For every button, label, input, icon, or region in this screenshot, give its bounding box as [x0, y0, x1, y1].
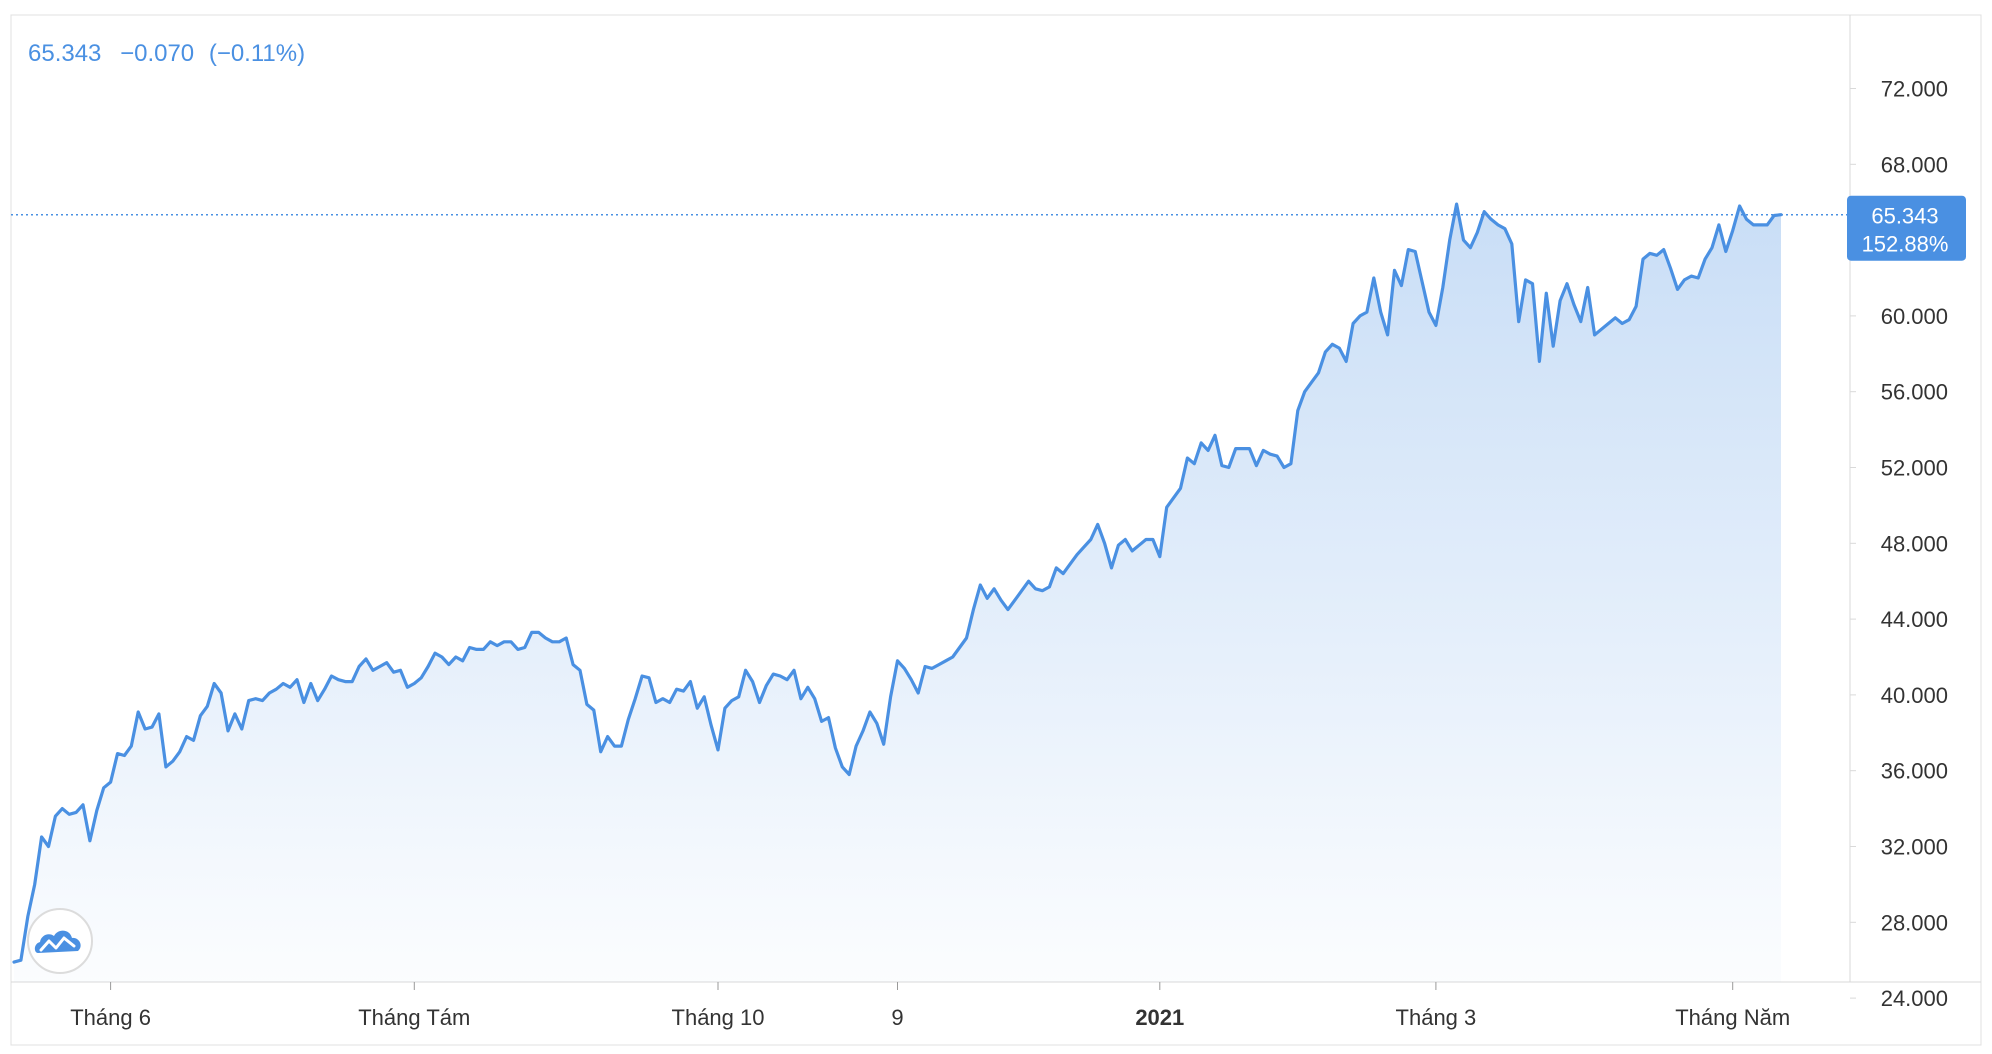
y-tick-label: 56.000 — [1881, 380, 1948, 405]
y-tick-label: 36.000 — [1881, 759, 1948, 784]
y-tick-label: 32.000 — [1881, 835, 1948, 860]
time-axis[interactable]: Tháng 6 Tháng Tám Tháng 10 9 2021 Tháng 3 Thán… — [70, 982, 1790, 1030]
x-tick-label: Tháng 10 — [672, 1005, 765, 1030]
price-area — [14, 204, 1781, 983]
y-tick-label: 40.000 — [1881, 683, 1948, 708]
legend-quote: 65.343 −0.070 (−0.11%) — [28, 40, 305, 67]
y-tick-label: 48.000 — [1881, 531, 1948, 556]
cloud-chart-logo-icon[interactable] — [27, 908, 93, 974]
x-tick-label: 2021 — [1135, 1005, 1184, 1030]
last-price-tag: 65.343 152.88% — [1847, 195, 1966, 261]
y-tick-label: 28.000 — [1881, 910, 1948, 935]
last-price-tag-value: 65.343 — [1871, 204, 1938, 229]
x-tick-label: Tháng Năm — [1675, 1005, 1790, 1030]
price-axis: 24.000 28.000 32.000 36.000 40.000 44.000 48.0… — [1850, 77, 1948, 1011]
y-tick-label: 72.000 — [1881, 77, 1948, 102]
chart-frame — [10, 14, 1982, 1046]
x-tick-label: Tháng 3 — [1396, 1005, 1477, 1030]
last-price-tag-percent: 152.88% — [1862, 232, 1949, 257]
last-price-tag-background — [1847, 195, 1966, 261]
y-tick-label: 24.000 — [1881, 986, 1948, 1011]
legend-change: −0.070 — [120, 40, 194, 67]
x-tick-label: Tháng 6 — [70, 1005, 151, 1030]
y-tick-label: 68.000 — [1881, 152, 1948, 177]
y-tick-label: 60.000 — [1881, 304, 1948, 329]
x-tick-label: 9 — [891, 1005, 903, 1030]
y-tick-label: 44.000 — [1881, 607, 1948, 632]
y-tick-label: 52.000 — [1881, 456, 1948, 481]
legend-price: 65.343 — [28, 40, 101, 67]
x-tick-label: Tháng Tám — [358, 1005, 470, 1030]
legend-change-percent: (−0.11%) — [209, 40, 305, 67]
